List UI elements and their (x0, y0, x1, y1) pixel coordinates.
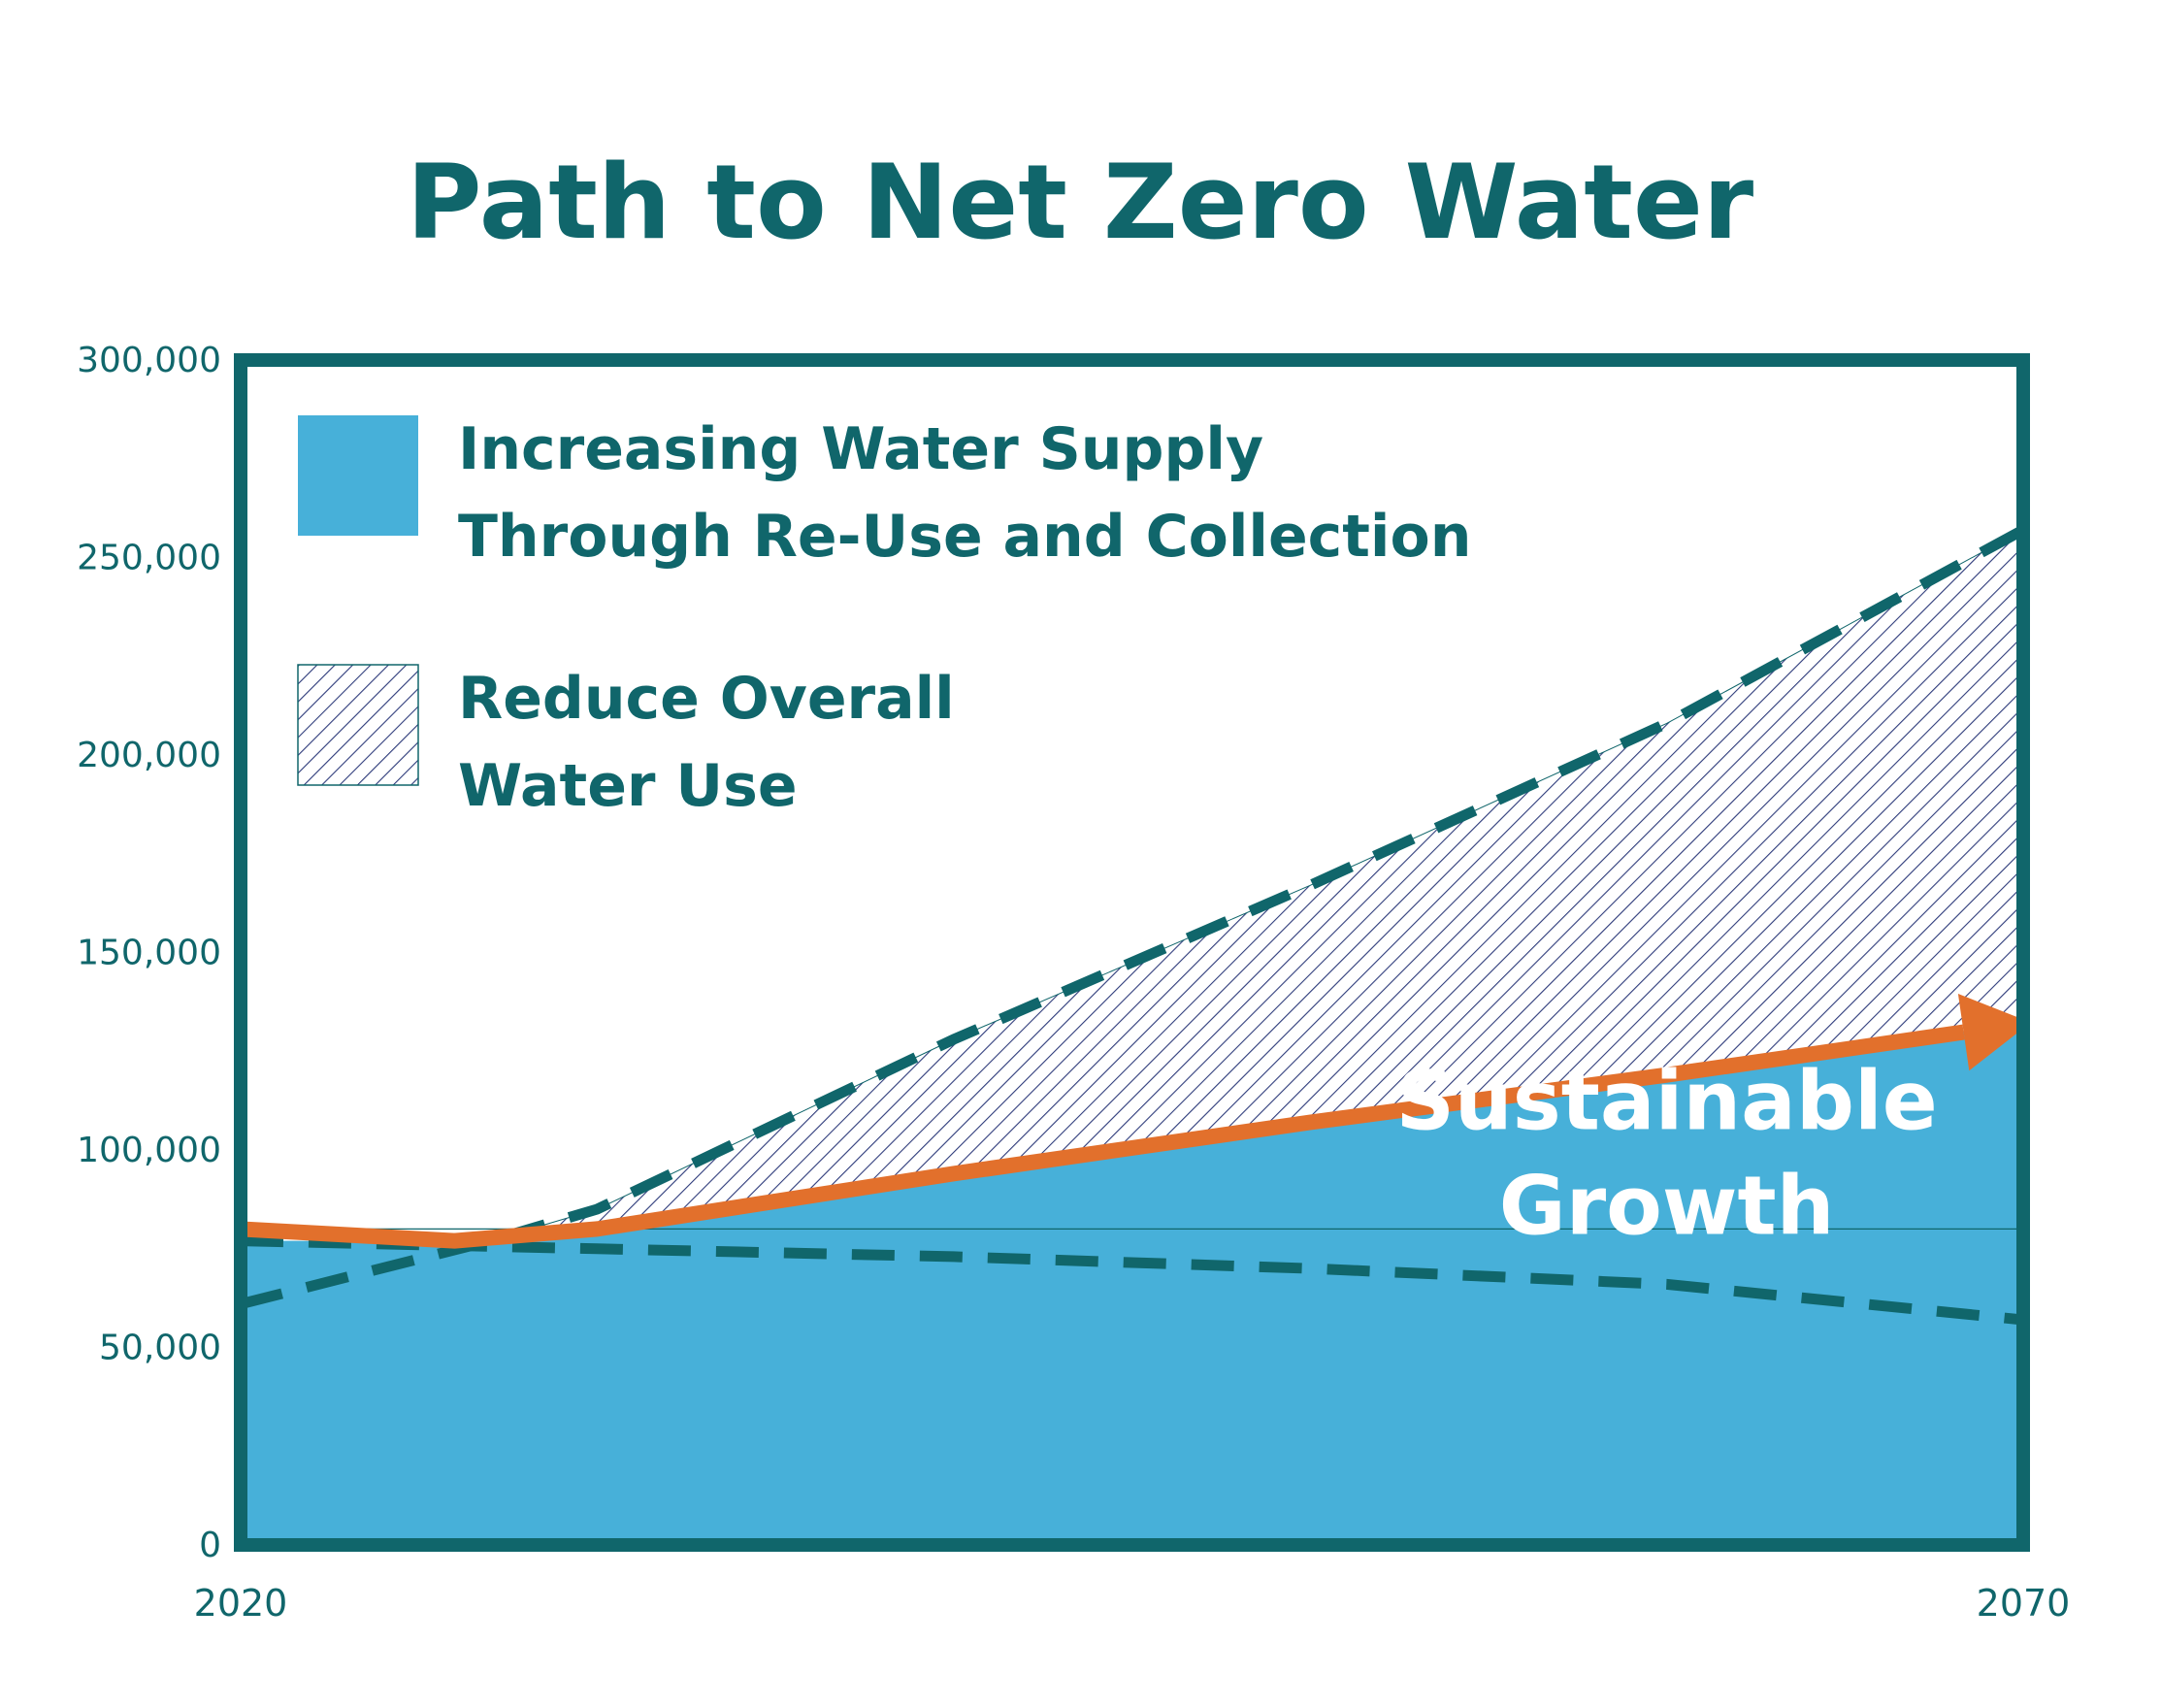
y-tick-label: 200,000 (77, 736, 221, 775)
x-tick-label: 2020 (194, 1582, 288, 1625)
upper-dashed-line (241, 525, 2023, 1310)
annotations: Sustainable Growth (1395, 1053, 1937, 1253)
legend-label-line: Reduce Overall (458, 665, 955, 733)
legend-label-line: Through Re-Use and Collection (458, 503, 1471, 571)
y-tick-label: 250,000 (77, 539, 221, 578)
plot-frame (234, 353, 2030, 1552)
y-tick-label: 300,000 (77, 341, 221, 380)
legend-item-1: Reduce Overall Water Use (297, 664, 955, 820)
annotation-sustainable-growth: Sustainable (1395, 1053, 1937, 1148)
y-tick-label: 150,000 (77, 934, 221, 973)
legend: Increasing Water Supply Through Re-Use an… (297, 415, 1471, 820)
plot-area (241, 525, 2023, 1545)
legend-item-0: Increasing Water Supply Through Re-Use an… (298, 415, 1471, 571)
growth-arrow-head (1957, 994, 2023, 1071)
x-tick-label: 2070 (1977, 1582, 2071, 1625)
x-axis-ticks: 2020 2070 (194, 1582, 2071, 1625)
chart-title: Path to Net Zero Water (407, 143, 1753, 262)
legend-swatch-hatched (297, 664, 419, 786)
supply-area (241, 1023, 2023, 1545)
y-tick-label: 50,000 (99, 1329, 221, 1368)
annotation-sustainable-growth: Growth (1499, 1158, 1835, 1253)
y-tick-label: 0 (199, 1526, 221, 1565)
legend-label-line: Water Use (458, 752, 798, 820)
y-axis-ticks: 0 50,000 100,000 150,000 200,000 250,000 300,0… (77, 341, 221, 1565)
legend-label-line: Increasing Water Supply (458, 415, 1263, 483)
legend-swatch-supply (298, 415, 418, 536)
reduction-band (490, 530, 2023, 1241)
lower-dashed-line (241, 1235, 2023, 1326)
y-tick-label: 100,000 (77, 1131, 221, 1170)
growth-arrow-shaft (241, 1024, 1965, 1249)
